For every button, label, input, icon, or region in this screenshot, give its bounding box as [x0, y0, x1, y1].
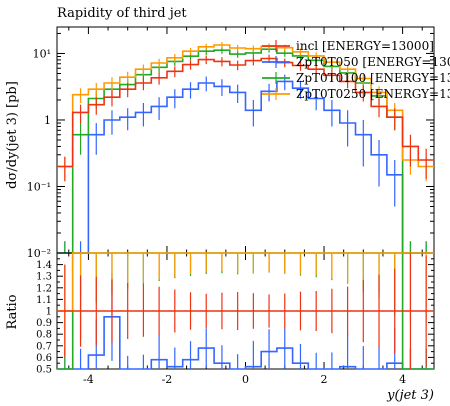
ratio-tick-label: 0.8 [36, 330, 52, 341]
main-panel: 10¹ 1 10⁻¹ 10⁻² [27, 26, 435, 260]
ratio-axis-label: Ratio [5, 294, 20, 329]
ratio-line-3 [57, 252, 434, 312]
legend-label-2: ZpT0T0100 [ENERGY=13000] [296, 71, 450, 85]
ratio-tick-label: 1.3 [36, 272, 52, 283]
ratio-panel: -4 -2 0 2 4 1.41.31.21.110.90.80.70.60.5 [36, 252, 435, 386]
chart-title: Rapidity of third jet [57, 6, 187, 21]
y-tick-label: 10⁻¹ [27, 180, 51, 193]
ratio-tick-label: 0.7 [36, 341, 52, 352]
ratio-tick-label: 1.4 [36, 260, 52, 271]
y-tick-label: 1 [44, 114, 51, 127]
ratio-tick-label: 0.9 [36, 318, 52, 329]
x-tick-label: -2 [162, 373, 173, 386]
x-tick-label: 0 [242, 373, 249, 386]
series-line-2 [57, 48, 434, 254]
x-tick-label: -4 [83, 373, 94, 386]
y-tick-label: 10¹ [33, 47, 51, 60]
legend-label-3: ZpT0T0250 [ENERGY=13000] [296, 87, 450, 101]
y-tick-label: 10⁻² [27, 247, 51, 260]
legend: incl [ENERGY=13000] ZpT0T050 [ENERGY=1300… [262, 39, 450, 101]
ratio-line-1 [57, 316, 434, 370]
x-tick-label: 4 [399, 373, 406, 386]
x-axis-label: y(jet 3) [386, 388, 434, 403]
legend-label-0: incl [ENERGY=13000] [296, 39, 434, 53]
x-tick-label: 2 [321, 373, 328, 386]
series-line-0 [57, 57, 434, 168]
ratio-tick-label: 1.1 [36, 295, 52, 306]
ratio-tick-label: 1 [46, 307, 52, 318]
y-axis-label: dσ/dy(jet 3) [pb] [5, 81, 20, 189]
ratio-tick-label: 1.2 [36, 283, 52, 294]
series-line-3 [57, 44, 434, 168]
ratio-tick-label: 0.5 [36, 365, 52, 376]
ratio-tick-label: 0.6 [36, 353, 52, 364]
legend-label-1: ZpT0T050 [ENERGY=13000] [296, 55, 450, 69]
